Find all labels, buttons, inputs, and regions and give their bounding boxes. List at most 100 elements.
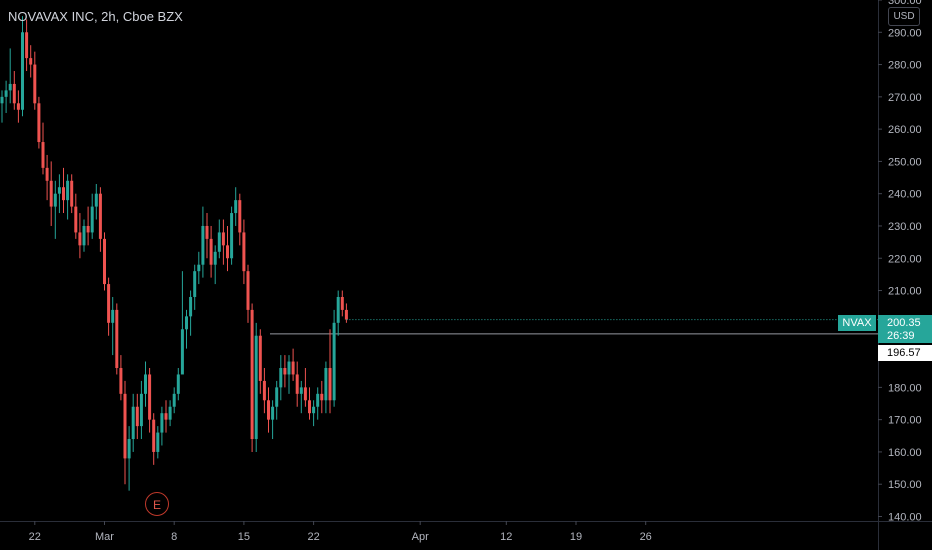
- last-price-tag: 200.35 26:39: [878, 315, 932, 343]
- candle-body: [33, 64, 37, 104]
- candle-body: [189, 296, 193, 317]
- candle-body: [29, 58, 33, 65]
- candle-body: [21, 32, 24, 110]
- candle-body: [291, 361, 295, 375]
- y-tick-label: 230.00: [888, 221, 922, 233]
- candle-body: [41, 142, 45, 168]
- candle-body: [12, 83, 16, 104]
- candle-body: [57, 187, 61, 194]
- candle-body: [299, 387, 303, 394]
- y-tick-label: 250.00: [888, 156, 922, 168]
- candle-body: [156, 432, 160, 452]
- y-tick-label: 240.00: [888, 189, 922, 201]
- candle-body: [308, 400, 311, 414]
- candle-body: [295, 374, 299, 394]
- y-tick-label: 180.00: [888, 382, 922, 394]
- candle-body: [336, 296, 340, 323]
- candle-body: [267, 400, 270, 420]
- candle-body: [0, 96, 4, 104]
- x-tick-label: 19: [570, 531, 582, 543]
- candle-body: [70, 180, 74, 207]
- candle-body: [123, 393, 127, 459]
- candle-body: [205, 225, 209, 239]
- last-price-value: 200.35: [887, 317, 921, 329]
- chart-title: NOVAVAX INC, 2h, Cboe BZX: [8, 9, 183, 24]
- candle-body: [332, 322, 336, 401]
- y-tick-label: 150.00: [888, 479, 922, 491]
- candle-body: [98, 193, 102, 239]
- y-tick-label: 270.00: [888, 92, 922, 104]
- candle-body: [213, 251, 217, 265]
- candle-body: [254, 335, 258, 440]
- candle-body: [279, 368, 283, 388]
- candle-body: [16, 103, 20, 110]
- bar-countdown: 26:39: [887, 330, 915, 342]
- candle-body: [115, 309, 119, 369]
- candle-body: [221, 232, 225, 246]
- candle-body: [164, 413, 168, 420]
- candle-body: [8, 83, 12, 91]
- candle-body: [283, 368, 287, 375]
- candle-body: [316, 393, 320, 407]
- candle-body: [258, 335, 262, 381]
- candle-body: [287, 361, 291, 375]
- candle-body: [262, 380, 266, 401]
- x-tick-label: Mar: [95, 531, 114, 543]
- candle-body: [180, 329, 184, 375]
- candle-body: [144, 374, 147, 394]
- candle-body: [139, 393, 143, 427]
- candle-body: [66, 180, 70, 201]
- candle-body: [4, 90, 8, 97]
- currency-badge[interactable]: USD: [888, 7, 920, 26]
- candle-body: [107, 284, 111, 323]
- candle-body: [230, 213, 234, 259]
- y-tick-label: 220.00: [888, 253, 922, 265]
- candle-body: [168, 406, 172, 420]
- y-tick-label: 300.00: [888, 0, 922, 7]
- candle-body: [201, 225, 205, 265]
- earnings-marker[interactable]: E: [145, 492, 169, 516]
- candle-body: [135, 406, 139, 427]
- candle-body: [111, 309, 115, 323]
- y-tick-label: 280.00: [888, 60, 922, 72]
- candle-body: [197, 264, 201, 272]
- candle-body: [271, 406, 275, 420]
- candle-body: [86, 225, 90, 233]
- candle-body: [217, 232, 221, 252]
- x-tick-label: 26: [640, 531, 652, 543]
- x-tick-label: 15: [238, 531, 250, 543]
- candle-body: [94, 193, 98, 207]
- candle-body: [246, 271, 250, 310]
- y-tick-label: 170.00: [888, 415, 922, 427]
- x-tick-label: 12: [500, 531, 512, 543]
- candle-body: [275, 387, 279, 407]
- candle-body: [152, 419, 156, 452]
- y-tick-label: 290.00: [888, 27, 922, 39]
- candle-body: [78, 232, 82, 246]
- candle-body: [312, 406, 316, 414]
- candle-body: [328, 368, 332, 401]
- symbol-tag: NVAX: [838, 315, 876, 331]
- y-tick-label: 260.00: [888, 124, 922, 136]
- candle-body: [209, 238, 213, 265]
- candle-body: [82, 225, 86, 246]
- candle-body: [37, 103, 41, 143]
- candle-body: [303, 387, 307, 401]
- candle-body: [62, 187, 65, 201]
- price-level-tag: 196.57: [878, 345, 932, 361]
- x-tick-label: 8: [171, 531, 177, 543]
- candle-body: [74, 206, 78, 233]
- candle-body: [238, 200, 242, 233]
- candle-body: [320, 393, 324, 401]
- candle-body: [45, 167, 49, 181]
- candle-body: [160, 413, 164, 433]
- candle-body: [103, 238, 106, 285]
- candle-body: [131, 406, 135, 440]
- candle-body: [25, 32, 29, 59]
- x-tick-label: Apr: [412, 531, 429, 543]
- x-tick-label: 22: [307, 531, 319, 543]
- candle-body: [185, 316, 188, 330]
- candle-body: [340, 296, 344, 310]
- candle-body: [193, 271, 197, 297]
